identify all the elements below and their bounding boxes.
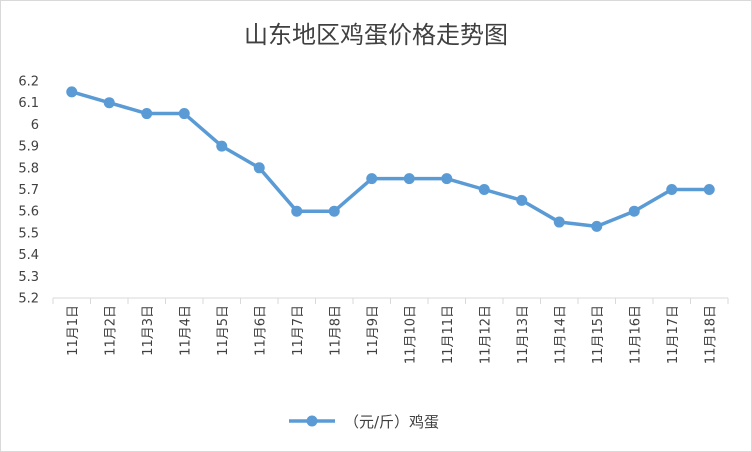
series-layer: [66, 86, 715, 232]
x-tick-label: 11月14日: [553, 305, 568, 364]
data-point: [703, 184, 715, 195]
legend-series-label: （元/斤）鸡蛋: [344, 413, 439, 431]
legend-point-marker: [306, 415, 318, 427]
y-axis: 5.2 5.3 5.4 5.5 5.6 5.7 5.8 5.9 6 6.1 6.2: [18, 75, 39, 307]
x-tick-label: 11月9日: [366, 305, 381, 356]
data-point: [178, 108, 190, 120]
y-tick-label: 5.5: [18, 226, 39, 241]
data-point: [516, 194, 528, 206]
x-axis: 11月1日 11月2日 11月3日 11月4日 11月5日 11月6日 11月7日 11月8日…: [52, 297, 729, 364]
x-tick-label: 11月4日: [178, 305, 193, 356]
y-tick-label: 5.9: [18, 140, 39, 155]
y-tick-label: 6: [31, 118, 39, 133]
x-tick-label: 11月1日: [66, 305, 81, 356]
x-tick-label: 11月15日: [591, 305, 606, 364]
x-tick-label: 11月17日: [666, 305, 681, 364]
chart-title: 山东地区鸡蛋价格走势图: [244, 21, 508, 49]
y-tick-label: 5.3: [18, 270, 39, 285]
x-tick-label: 11月3日: [141, 305, 156, 356]
data-point: [103, 97, 115, 109]
data-point: [141, 108, 153, 120]
data-point: [366, 173, 378, 185]
data-point: [66, 86, 78, 98]
series-line: [70, 90, 711, 229]
data-point: [628, 205, 640, 217]
data-point: [253, 162, 265, 174]
x-tick-label: 11月7日: [291, 305, 306, 356]
legend: （元/斤）鸡蛋: [289, 413, 439, 431]
x-tick-label: 11月10日: [403, 305, 418, 364]
data-point: [478, 184, 490, 195]
x-tick-label: 11月12日: [478, 305, 493, 364]
y-tick-label: 6.1: [18, 96, 39, 111]
x-tick-label: 11月18日: [703, 305, 718, 364]
y-tick-label: 6.2: [18, 75, 39, 90]
data-point: [666, 184, 678, 195]
data-point: [291, 205, 303, 217]
data-point: [403, 173, 415, 185]
x-tick-label: 11月2日: [103, 305, 118, 356]
data-point: [441, 173, 453, 185]
data-point: [216, 140, 228, 152]
x-tick-label: 11月13日: [516, 305, 531, 364]
x-tick-label: 11月5日: [216, 305, 231, 356]
y-tick-label: 5.7: [18, 183, 39, 198]
data-point: [591, 220, 603, 232]
x-tick-label: 11月11日: [441, 305, 456, 364]
y-tick-label: 5.2: [18, 292, 39, 307]
y-tick-label: 5.6: [18, 205, 39, 220]
data-point: [553, 216, 565, 228]
y-tick-label: 5.8: [18, 161, 39, 176]
data-point: [328, 205, 340, 217]
x-tick-label: 11月16日: [628, 305, 643, 364]
x-tick-label: 11月6日: [253, 305, 268, 356]
y-tick-label: 5.4: [18, 248, 39, 263]
x-tick-label: 11月8日: [328, 305, 343, 356]
